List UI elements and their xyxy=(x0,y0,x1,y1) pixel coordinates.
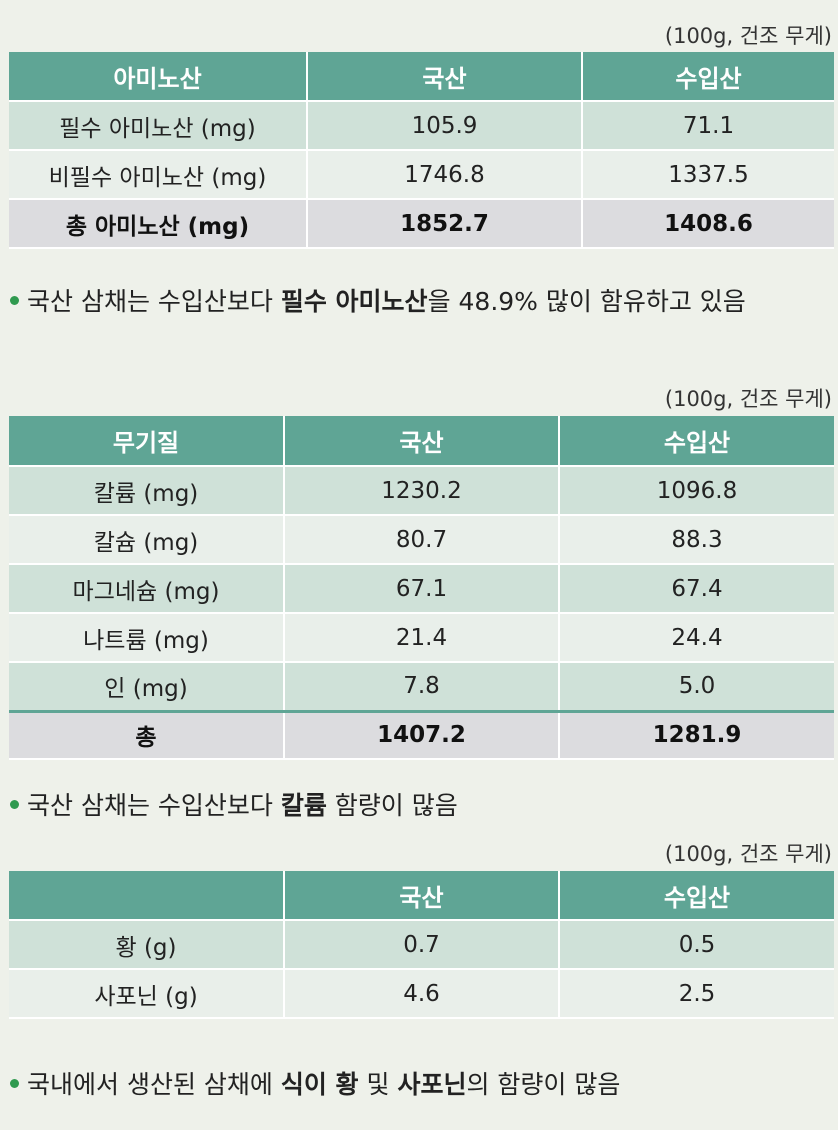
imported-value: 1096.8 xyxy=(559,466,834,516)
amino-note: 국산 삼채는 수입산보다 필수 아미노산을 48.9% 많이 함유하고 있음 xyxy=(10,282,746,318)
unit-label: (100g, 건조 무게) xyxy=(664,24,832,48)
note-bold: 사포닌 xyxy=(397,1070,467,1099)
imported-value: 1337.5 xyxy=(582,150,834,200)
note-bold: 식이 황 xyxy=(280,1070,359,1099)
note-text: 을 48.9% 많이 함유하고 있음 xyxy=(427,287,746,316)
domestic-value: 0.7 xyxy=(284,920,560,970)
total-row: 총 1407.2 1281.9 xyxy=(9,709,834,760)
table-row: 사포닌 (g) 4.6 2.5 xyxy=(9,969,834,1019)
imported-value: 5.0 xyxy=(559,662,834,712)
header-cell: 국산 xyxy=(307,52,583,102)
note-text: 의 함량이 많음 xyxy=(466,1070,621,1099)
domestic-value: 1230.2 xyxy=(284,466,560,516)
note-bold: 필수 아미노산 xyxy=(280,287,428,316)
note-text: 함량이 많음 xyxy=(326,791,458,820)
imported-value: 67.4 xyxy=(559,564,834,614)
row-label: 칼슘 (mg) xyxy=(9,515,285,565)
table-row: 황 (g) 0.7 0.5 xyxy=(9,920,834,970)
imported-value: 1408.6 xyxy=(582,199,834,249)
table-header-row: 국산 수입산 xyxy=(9,871,834,921)
sulfur-saponin-table: 국산 수입산 황 (g) 0.7 0.5 사포닌 (g) 4.6 2.5 xyxy=(9,871,834,1019)
header-cell: 아미노산 xyxy=(9,52,308,102)
mineral-note: 국산 삼채는 수입산보다 칼륨 함량이 많음 xyxy=(10,786,458,822)
header-cell: 국산 xyxy=(284,871,560,921)
domestic-value: 1746.8 xyxy=(307,150,583,200)
table-row: 마그네슘 (mg) 67.1 67.4 xyxy=(9,564,834,614)
amino-acid-table: 아미노산 국산 수입산 필수 아미노산 (mg) 105.9 71.1 비필수 … xyxy=(9,52,834,249)
header-cell: 수입산 xyxy=(582,52,834,102)
header-cell: 무기질 xyxy=(9,416,285,467)
table-row: 나트륨 (mg) 21.4 24.4 xyxy=(9,613,834,663)
table-row: 인 (mg) 7.8 5.0 xyxy=(9,662,834,712)
bullet-icon xyxy=(10,799,19,809)
table-row: 칼륨 (mg) 1230.2 1096.8 xyxy=(9,466,834,516)
unit-label: (100g, 건조 무게) xyxy=(664,842,832,866)
table-header-row: 무기질 국산 수입산 xyxy=(9,416,834,467)
imported-value: 2.5 xyxy=(559,969,834,1019)
note-text: 국산 삼채는 수입산보다 xyxy=(27,791,281,820)
row-label: 마그네슘 (mg) xyxy=(9,564,285,614)
imported-value: 24.4 xyxy=(559,613,834,663)
row-label: 사포닌 (g) xyxy=(9,969,285,1019)
domestic-value: 80.7 xyxy=(284,515,560,565)
row-label: 나트륨 (mg) xyxy=(9,613,285,663)
domestic-value: 105.9 xyxy=(307,101,583,151)
row-label: 비필수 아미노산 (mg) xyxy=(9,150,308,200)
unit-label: (100g, 건조 무게) xyxy=(664,387,832,411)
mineral-table: 무기질 국산 수입산 칼륨 (mg) 1230.2 1096.8 칼슘 (mg)… xyxy=(9,416,834,760)
total-row: 총 아미노산 (mg) 1852.7 1408.6 xyxy=(9,199,834,249)
domestic-value: 67.1 xyxy=(284,564,560,614)
row-label: 칼륨 (mg) xyxy=(9,466,285,516)
row-label: 필수 아미노산 (mg) xyxy=(9,101,308,151)
sulfur-note: 국내에서 생산된 삼채에 식이 황 및 사포닌의 함량이 많음 xyxy=(10,1065,620,1101)
row-label: 황 (g) xyxy=(9,920,285,970)
bullet-icon xyxy=(10,295,19,305)
domestic-value: 1852.7 xyxy=(307,199,583,249)
table-row: 칼슘 (mg) 80.7 88.3 xyxy=(9,515,834,565)
note-text: 국산 삼채는 수입산보다 xyxy=(27,287,281,316)
note-bold: 칼륨 xyxy=(280,791,327,820)
header-cell: 수입산 xyxy=(559,416,834,467)
imported-value: 88.3 xyxy=(559,515,834,565)
header-cell: 국산 xyxy=(284,416,560,467)
domestic-value: 7.8 xyxy=(284,662,560,712)
table-row: 비필수 아미노산 (mg) 1746.8 1337.5 xyxy=(9,150,834,200)
note-text: 및 xyxy=(358,1070,398,1099)
row-label: 인 (mg) xyxy=(9,662,285,712)
domestic-value: 21.4 xyxy=(284,613,560,663)
row-label: 총 아미노산 (mg) xyxy=(9,199,308,249)
imported-value: 0.5 xyxy=(559,920,834,970)
imported-value: 71.1 xyxy=(582,101,834,151)
note-text: 국내에서 생산된 삼채에 xyxy=(27,1070,281,1099)
domestic-value: 4.6 xyxy=(284,969,560,1019)
row-label: 총 xyxy=(9,709,285,760)
domestic-value: 1407.2 xyxy=(284,709,560,760)
table-row: 필수 아미노산 (mg) 105.9 71.1 xyxy=(9,101,834,151)
header-cell xyxy=(9,871,285,921)
header-cell: 수입산 xyxy=(559,871,834,921)
bullet-icon xyxy=(10,1078,19,1088)
imported-value: 1281.9 xyxy=(559,709,834,760)
table-header-row: 아미노산 국산 수입산 xyxy=(9,52,834,102)
